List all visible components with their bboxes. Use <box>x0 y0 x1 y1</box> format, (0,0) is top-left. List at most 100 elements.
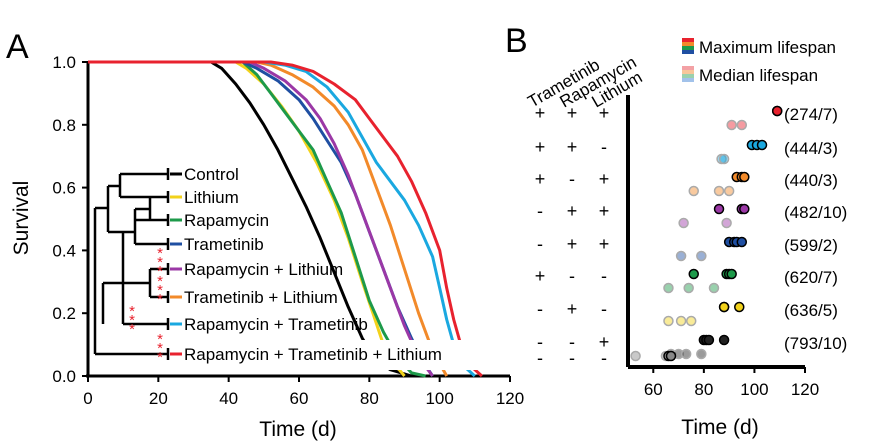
treatment-sign: + <box>535 137 546 157</box>
max-lifespan-point <box>736 236 748 248</box>
row-label: (274/7) <box>784 105 838 124</box>
significance-star: * <box>157 291 163 308</box>
significance-star: * <box>157 273 163 290</box>
survival-curve <box>88 60 406 377</box>
max-lifespan-point <box>726 268 737 280</box>
median-lifespan-point <box>675 250 687 262</box>
panel-b-x-tick-label: 80 <box>694 380 713 399</box>
legend-marker <box>682 38 694 42</box>
significance-star: * <box>157 331 163 348</box>
legend-entry: Rapamycin + Trametinib + Lithium <box>184 345 442 364</box>
median-lifespan-point <box>675 315 687 327</box>
survival-curve <box>88 60 476 378</box>
legend-marker <box>682 50 694 54</box>
median-lifespan-point <box>721 217 732 229</box>
panel-a-y-tick-label: 0.0 <box>52 367 76 386</box>
median-lifespan-point <box>683 282 694 294</box>
legend-marker <box>682 78 694 82</box>
treatment-sign: + <box>567 137 578 157</box>
panel-a-y-tick-label: 0.2 <box>52 304 76 323</box>
treatment-sign: + <box>599 169 610 189</box>
legend-marker <box>682 66 694 70</box>
median-lifespan-point <box>680 348 692 360</box>
significance-star: * <box>157 245 163 262</box>
panel-a-letter: A <box>6 28 29 66</box>
max-lifespan-point <box>734 301 745 313</box>
treatment-sign: + <box>567 201 578 221</box>
median-lifespan-point <box>736 119 748 131</box>
panel-a-x-tick-label: 100 <box>425 389 453 408</box>
panel-b-x-tick-label: 120 <box>791 380 819 399</box>
panel-a-y-tick-label: 0.4 <box>52 241 76 260</box>
row-label: (620/7) <box>784 268 838 287</box>
panel-b-xlabel: Time (d) <box>681 416 758 439</box>
panel-a-y-tick-label: 0.6 <box>52 179 76 198</box>
panel-a-xlabel: Time (d) <box>259 418 336 441</box>
legend-marker <box>682 46 694 50</box>
legend-marker <box>682 42 694 46</box>
median-lifespan-point <box>685 315 697 327</box>
treatment-sign: + <box>567 103 578 123</box>
panel-a-x-tick-label: 40 <box>219 389 238 408</box>
panel-a-y-tick-label: 1.0 <box>52 53 76 72</box>
legend-marker <box>682 74 694 78</box>
row-label: (440/3) <box>784 171 838 190</box>
max-lifespan-point <box>688 268 699 280</box>
panel-a-x-tick-label: 80 <box>360 389 379 408</box>
treatment-sign: + <box>567 234 578 254</box>
significance-star: * <box>129 321 135 338</box>
treatment-sign: + <box>599 103 610 123</box>
significance-star: * <box>157 340 163 357</box>
treatment-sign: + <box>599 234 610 254</box>
treatment-sign: - <box>569 169 575 189</box>
max-lifespan-point <box>756 139 768 151</box>
max-lifespan-point <box>718 301 730 313</box>
median-lifespan-point <box>678 217 689 229</box>
panel-b-lifespan-chart: 60 80 100 120TrametinibRapamycinLithiumMaxi… <box>525 38 847 399</box>
max-lifespan-point <box>713 203 725 215</box>
max-lifespan-point <box>771 105 783 117</box>
row-label: (793/10) <box>784 334 847 353</box>
panel-a-x-tick-label: 120 <box>496 389 524 408</box>
treatment-sign: - <box>601 299 607 319</box>
treatment-sign: - <box>601 137 607 157</box>
median-lifespan-point <box>696 250 707 262</box>
median-lifespan-point <box>713 185 725 197</box>
panel-a-y-tick-label: 0.8 <box>52 116 76 135</box>
median-lifespan-point <box>663 282 674 294</box>
legend-entry: Control <box>184 165 239 184</box>
significance-star: * <box>157 349 163 366</box>
treatment-sign: + <box>599 332 610 352</box>
row-label: (636/5) <box>784 301 838 320</box>
median-lifespan-point <box>726 119 737 131</box>
legend-entry: Trametinib <box>184 235 264 254</box>
survival-curve <box>88 60 434 377</box>
panel-a-x-tick-label: 0 <box>83 389 92 408</box>
legend-entry: Rapamycin + Trametinib <box>184 315 368 334</box>
median-lifespan-point <box>708 282 720 294</box>
median-lifespan-point <box>718 153 730 165</box>
max-lifespan-point <box>703 334 715 346</box>
legend-marker <box>682 70 694 74</box>
treatment-sign: + <box>567 299 578 319</box>
survival-curve <box>88 60 449 377</box>
significance-star: * <box>157 254 163 271</box>
legend-entry: Rapamycin + Lithium <box>184 260 343 279</box>
treatment-sign: - <box>537 201 543 221</box>
median-lifespan-point <box>723 185 735 197</box>
max-lifespan-point <box>739 203 750 215</box>
legend-entry: Lithium <box>184 188 239 207</box>
max-lifespan-point <box>665 350 677 362</box>
survival-curve <box>88 60 483 378</box>
legend-entry: Rapamycin <box>184 211 269 230</box>
treatment-sign: - <box>537 348 543 368</box>
legend-backdrop <box>180 340 525 370</box>
median-lifespan-point <box>696 348 707 360</box>
row-label: (444/3) <box>784 139 838 158</box>
panel-a-ylabel: Survival <box>10 181 33 256</box>
treatment-sign: + <box>535 103 546 123</box>
significance-star: * <box>129 303 135 320</box>
max-lifespan-point <box>739 171 750 183</box>
median-lifespan-point <box>630 350 641 362</box>
